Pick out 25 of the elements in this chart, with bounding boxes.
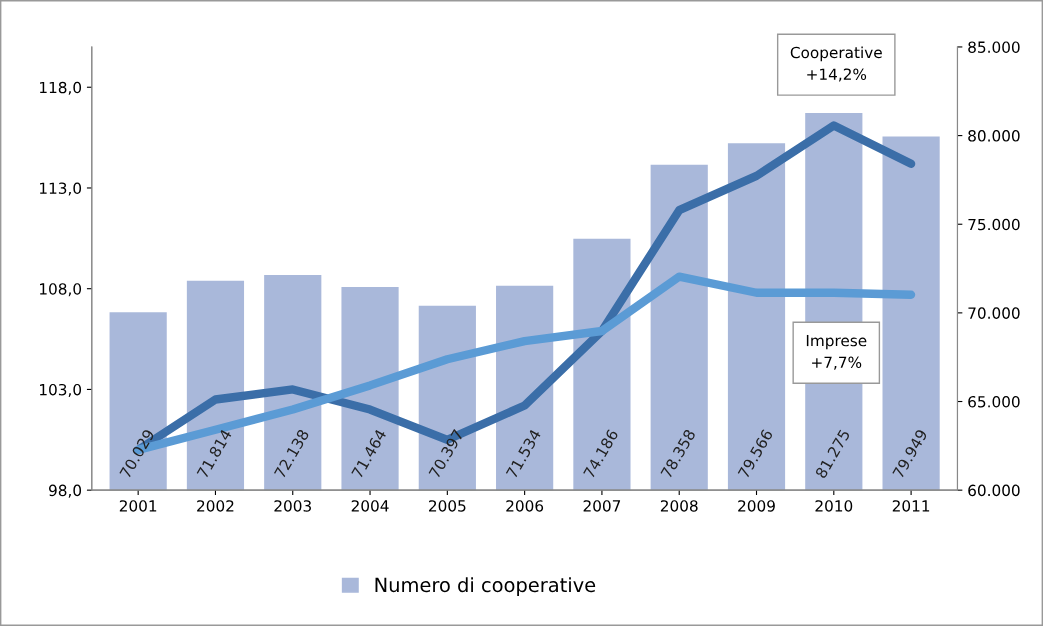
x-tick-label: 2003 xyxy=(274,500,311,512)
y2-tick-label: 60.000 xyxy=(968,484,1020,497)
y-tick-label: 103,0 xyxy=(40,383,82,398)
y2-tick-label: 85.000 xyxy=(968,41,1020,53)
y2-tick-label: 80.000 xyxy=(968,130,1020,142)
y2-tick-label: 65.000 xyxy=(968,395,1020,408)
x-tick-label: 2008 xyxy=(660,500,698,512)
x-tick-label: 2001 xyxy=(119,500,157,512)
y-tick-label: 113,0 xyxy=(40,182,82,196)
x-tick-label: 2009 xyxy=(738,500,775,512)
y-tick-label: 108,0 xyxy=(40,283,82,297)
y-tick-label: 118,0 xyxy=(40,81,82,95)
x-tick-label: 2007 xyxy=(583,500,621,512)
x-tick-label: 2010 xyxy=(815,500,853,512)
y2-tick-label: 70.000 xyxy=(968,307,1020,319)
y-tick-label: 98,0 xyxy=(49,484,82,498)
y2-tick-label: 75.000 xyxy=(968,218,1020,231)
x-tick-label: 2005 xyxy=(429,500,466,512)
x-tick-label: 2002 xyxy=(197,500,234,512)
x-tick-label: 2011 xyxy=(892,500,930,512)
annotation: Imprese +7,7% xyxy=(806,334,867,370)
x-tick-label: 2004 xyxy=(351,500,389,512)
annotation: Cooperative +14,2% xyxy=(790,46,882,82)
legend-label: Numero di cooperative xyxy=(375,577,596,596)
x-tick-label: 2006 xyxy=(506,500,544,512)
